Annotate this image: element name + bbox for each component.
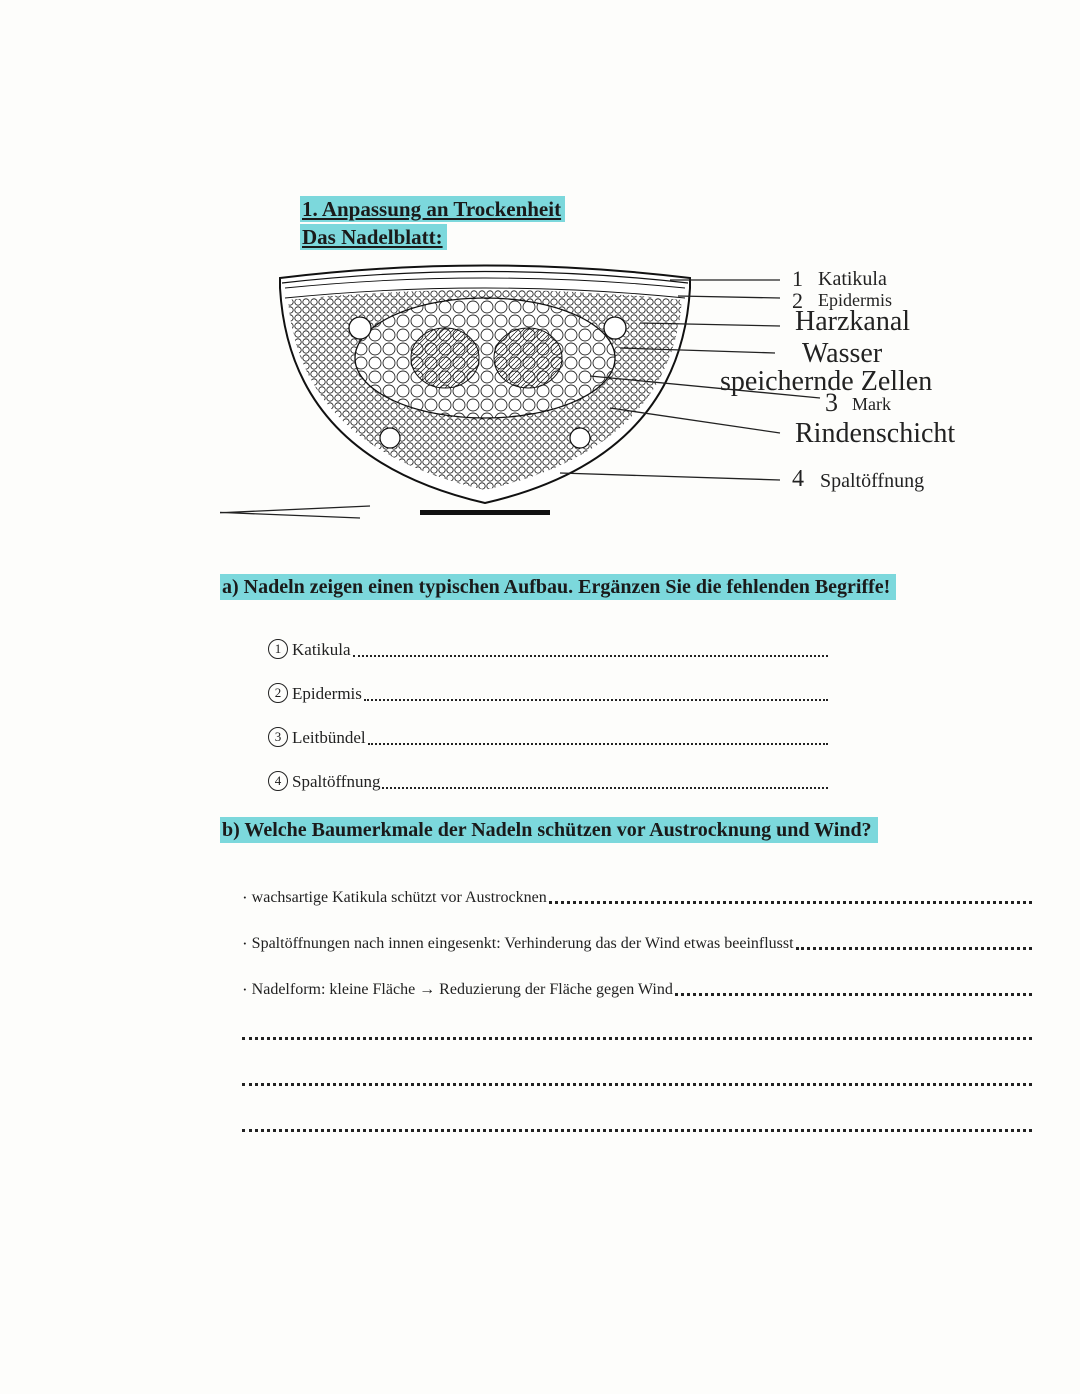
bullet: · [242,888,248,908]
label-6-text: Rindenschicht [795,418,955,450]
dotted-fill [353,655,828,657]
title-line-2: Das Nadelblatt: [300,224,447,250]
answer-text: wachsartige Katikula schützt vor Austroc… [252,889,547,908]
circle-num: 3 [268,727,288,747]
answer-text: Epidermis [292,684,362,705]
dotted-fill [549,901,1032,904]
answer-text: Spaltöffnungen nach innen eingesenkt: Ve… [252,935,794,954]
answer-b-2: · Spaltöffnungen nach innen eingesenkt: … [242,908,1032,954]
needle-cross-section-diagram: 1 Katikula 2 Epidermis Harzkanal Wasser … [220,258,1040,548]
answer-text: Katikula [292,640,351,661]
worksheet-page: 1. Anpassung an Trockenheit Das Nadelbla… [220,195,1040,1138]
answer-text: Spaltöffnung [292,772,380,793]
label-5-num: 3 [825,388,838,418]
answer-b-3: · Nadelform: kleine Fläche → Reduzierung… [242,954,1032,1000]
bullet: · [242,934,248,954]
answer-a-3: 3 Leitbündel [268,705,828,749]
question-b: b) Welche Baumerkmale der Nadeln schütze… [220,819,1040,842]
answer-text: Nadelform: kleine Fläche → Reduzierung d… [252,981,673,1000]
empty-line [242,1000,1032,1046]
label-1-text: Katikula [818,268,887,291]
answers-a: 1 Katikula 2 Epidermis 3 Leitbündel 4 Sp… [268,617,828,793]
title-line-1: 1. Anpassung an Trockenheit [300,196,565,222]
label-7-text: Spaltöffnung [820,470,924,493]
circle-num: 4 [268,771,288,791]
answer-text: Leitbündel [292,728,366,749]
title-block: 1. Anpassung an Trockenheit Das Nadelbla… [300,195,1040,252]
answers-b: · wachsartige Katikula schützt vor Austr… [242,862,1032,1138]
dotted-fill [368,743,828,745]
bullet: · [242,980,248,1000]
answer-a-2: 2 Epidermis [268,661,828,705]
circle-num: 2 [268,683,288,703]
dotted-fill [382,787,828,789]
label-7-num: 4 [792,466,804,493]
answer-a-4: 4 Spaltöffnung [268,749,828,793]
dotted-fill [796,947,1032,950]
dotted-fill [675,993,1032,996]
answer-b-1: · wachsartige Katikula schützt vor Austr… [242,862,1032,908]
leader-lines [220,258,1040,548]
question-a-text: a) Nadeln zeigen einen typischen Aufbau.… [220,574,896,600]
answer-a-1: 1 Katikula [268,617,828,661]
question-b-text: b) Welche Baumerkmale der Nadeln schütze… [220,817,878,843]
question-a: a) Nadeln zeigen einen typischen Aufbau.… [220,576,1040,599]
circle-num: 1 [268,639,288,659]
empty-line [242,1092,1032,1138]
empty-line [242,1046,1032,1092]
dotted-fill [364,699,828,701]
label-5-text: Mark [852,394,891,415]
label-3-text: Harzkanal [795,306,910,338]
